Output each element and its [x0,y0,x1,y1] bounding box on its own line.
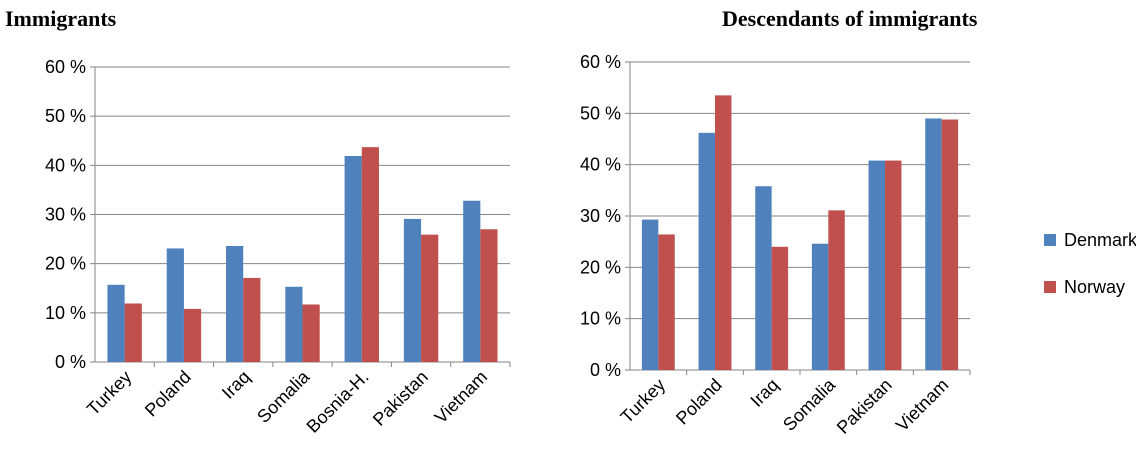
immigrants-ytick-label: 40 % [45,155,86,175]
immigrants-bar-norway-turkey [124,303,142,362]
descendants-bar-denmark-iraq [755,186,772,370]
immigrants-category-label: Iraq [218,367,254,403]
immigrants-ytick-label: 10 % [45,303,86,323]
immigrants-bar-denmark-pakistan [403,218,422,362]
descendants-bar-denmark-vietnam [925,118,942,370]
chart-title-descendants: Descendants of immigrants [722,6,978,31]
immigrants-ytick-label: 0 % [55,352,86,372]
immigrants-category-label: Bosnia-H. [303,367,373,437]
descendants-ytick-label: 30 % [580,206,621,226]
immigrants-category-label: Pakistan [369,367,432,430]
descendants-ytick-label: 40 % [580,155,621,175]
immigrants-bar-denmark-turkey [107,284,125,362]
descendants-ytick-label: 60 % [580,52,621,72]
descendants-bar-denmark-turkey [641,219,659,370]
descendants-bar-norway-poland [715,95,732,370]
immigrants-bar-norway-somalia [302,304,320,362]
descendants-ytick-label: 0 % [590,360,621,380]
immigrants-bar-norway-poland [183,308,202,362]
descendants-category-label: Turkey [617,375,670,428]
descendants-ytick-label: 50 % [580,103,621,123]
descendants-ytick-label: 20 % [580,257,621,277]
legend-item-denmark: Denmark [1044,228,1136,252]
legend-label-norway: Norway [1064,276,1126,297]
immigrants-bar-denmark-vietnam [463,200,481,362]
legend-swatch-norway [1044,281,1056,293]
immigrants-bar-denmark-bosniah [344,155,362,362]
descendants-category-label: Iraq [746,375,782,411]
descendants-category-label: Poland [672,375,726,429]
legend-label-denmark: Denmark [1064,229,1136,250]
immigrants-category-label: Vietnam [431,367,492,428]
descendants-category-label: Vietnam [892,375,953,436]
descendants-category-label: Somalia [779,374,840,435]
immigrants-bar-norway-bosniah [361,147,379,362]
descendants-bar-norway-pakistan [885,160,902,370]
immigrants-category-label: Poland [141,367,195,421]
immigrants-bar-denmark-somalia [285,286,303,362]
descendants-category-label: Pakistan [833,375,896,438]
immigrants-ytick-label: 30 % [45,205,86,225]
immigrants-ytick-label: 20 % [45,254,86,274]
legend: Denmark Norway [1044,228,1136,322]
immigrants-bar-denmark-poland [166,248,184,362]
descendants-bar-denmark-poland [698,132,715,370]
descendants-bar-denmark-pakistan [868,160,885,370]
immigrants-ytick-label: 60 % [45,57,86,77]
immigrants-ytick-label: 50 % [45,106,86,126]
immigrants-category-label: Turkey [83,367,136,420]
descendants-bar-norway-vietnam [941,119,959,370]
chart-title-immigrants: Immigrants [5,6,117,31]
immigrants-bar-norway-pakistan [421,234,439,362]
descendants-bar-norway-iraq [771,246,789,370]
descendants-bar-norway-turkey [658,234,675,370]
immigrants-bar-denmark-iraq [226,245,244,362]
descendants-bar-denmark-somalia [811,243,829,370]
immigrants-bar-norway-iraq [243,277,261,362]
legend-item-norway: Norway [1044,275,1136,299]
legend-swatch-denmark [1044,234,1056,246]
immigrants-category-label: Somalia [253,366,314,427]
descendants-bar-norway-somalia [828,210,845,370]
descendants-ytick-label: 10 % [580,309,621,329]
immigrants-bar-norway-vietnam [480,229,498,362]
